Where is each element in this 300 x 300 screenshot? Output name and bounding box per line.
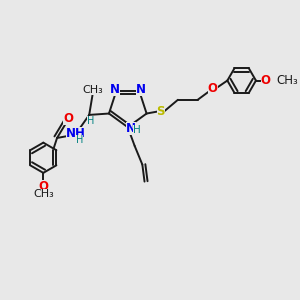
- Text: S: S: [157, 105, 165, 118]
- Text: O: O: [208, 82, 218, 95]
- Text: H: H: [76, 135, 83, 145]
- Text: O: O: [63, 112, 73, 125]
- Text: N: N: [110, 83, 120, 96]
- Text: CH₃: CH₃: [33, 189, 54, 199]
- Text: H: H: [87, 116, 94, 126]
- Text: O: O: [38, 180, 48, 193]
- Text: O: O: [260, 74, 271, 87]
- Text: H: H: [133, 125, 140, 136]
- Text: CH₃: CH₃: [82, 85, 103, 95]
- Text: N: N: [136, 83, 146, 96]
- Text: N: N: [126, 122, 136, 135]
- Text: CH₃: CH₃: [276, 74, 298, 87]
- Text: NH: NH: [66, 127, 86, 140]
